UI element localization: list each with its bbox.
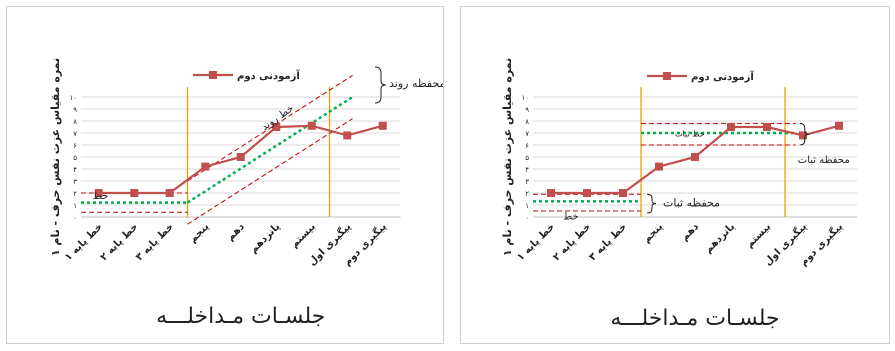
treatment-trend-line	[186, 95, 354, 204]
y-tick-label: ۷	[73, 130, 77, 138]
y-tick-label: ۱۰	[69, 94, 77, 102]
data-point	[727, 123, 735, 131]
data-point	[165, 189, 174, 197]
y-tick-label: ۰	[73, 214, 77, 222]
y-tick-label: ۶	[525, 142, 529, 150]
x-tick-label: پانزدهم	[248, 221, 282, 255]
y-tick-label: ۵	[73, 154, 77, 162]
y-axis-title: نمره مقیاس عزت نفس حرف - نام ۱	[49, 58, 62, 256]
data-point	[691, 153, 699, 161]
y-tick-label: ۸	[73, 118, 77, 126]
annotation-brace-bottom	[646, 193, 657, 214]
legend-label: آزمودنی دوم	[237, 69, 300, 82]
chart-panel-left: ۰ ۱ ۲ ۳ ۴ ۵ ۶ ۷ ۸ ۹ ۱۰ نمره مقیاس عزت نفس حرف - نام…	[6, 6, 444, 344]
x-tick-label: پنجم	[187, 221, 211, 245]
x-tick-label: دهم	[679, 221, 701, 243]
x-tick-label: خط پایه ۱	[515, 221, 557, 263]
chart-panel-right: ۰ ۱ ۲ ۳ ۴ ۵ ۶ ۷ ۸ ۹ ۱۰ نمره مقیاس عزت نفس حرف - نام…	[460, 6, 890, 344]
y-tick-label: ۹	[73, 106, 77, 114]
x-tick-label: دهم	[225, 221, 247, 243]
x-axis-title: جلسـات مـداخلـــه	[610, 306, 779, 331]
legend-swatch-marker	[663, 72, 671, 80]
x-tick-label: خط پایه ۳	[587, 221, 629, 263]
annotation-stability-line: خط ثبات	[675, 130, 705, 139]
annotation-brace-top	[799, 122, 809, 146]
data-point	[799, 131, 807, 140]
annotation-line: خط	[563, 211, 579, 222]
x-tick-label: بیستم	[744, 221, 773, 250]
data-point	[130, 189, 139, 197]
x-tick-label: پانزدهم	[703, 221, 737, 255]
x-tick-label: بیستم	[289, 221, 318, 250]
trend-envelope-lower	[187, 118, 353, 225]
y-tick-label: ۳	[73, 178, 77, 186]
chart-left: ۰ ۱ ۲ ۳ ۴ ۵ ۶ ۷ ۸ ۹ ۱۰ نمره مقیاس عزت نفس حرف - نام…	[49, 58, 443, 329]
data-point	[94, 189, 103, 197]
data-point	[272, 123, 281, 131]
y-axis-title: نمره مقیاس عزت نفس حرف - نام ۱	[501, 58, 514, 256]
x-tick-label: خط پایه ۲	[551, 221, 593, 263]
y-tick-label: ۸	[525, 118, 529, 126]
chart-right: ۰ ۱ ۲ ۳ ۴ ۵ ۶ ۷ ۸ ۹ ۱۰ نمره مقیاس عزت نفس حرف - نام…	[501, 58, 857, 331]
y-tick-label: ۴	[525, 166, 529, 174]
data-point	[619, 189, 627, 197]
x-tick-label: خط پایه ۳	[134, 221, 176, 263]
y-tick-label: ۷	[525, 130, 529, 138]
data-point	[547, 189, 555, 197]
y-tick-label: ۶	[73, 142, 77, 150]
y-tick-label: ۳	[525, 178, 529, 186]
data-point	[835, 121, 843, 130]
y-tick-label: ۹	[525, 106, 529, 114]
annotation-stability-envelope-top: محفظه ثبات	[798, 155, 850, 166]
annotation-line: خط	[93, 191, 109, 202]
data-point	[307, 121, 316, 130]
y-tick-label: ۱	[73, 202, 77, 210]
data-point	[763, 123, 771, 131]
data-point	[378, 121, 387, 130]
data-point	[343, 131, 352, 140]
data-point	[201, 162, 210, 171]
legend-label: آزمودنی دوم	[691, 70, 754, 83]
y-tick-label: ۲	[73, 190, 77, 198]
annotation-trend-envelope: محفظه روند	[389, 77, 443, 90]
legend-swatch-marker	[209, 71, 217, 79]
y-tick-label: ۱	[525, 202, 529, 210]
data-point	[236, 153, 245, 161]
y-tick-label: ۱۰	[521, 94, 529, 102]
annotation-brace	[374, 66, 387, 104]
y-tick-label: ۴	[73, 166, 77, 174]
x-axis-title: جلسـات مـداخلـــه	[156, 304, 325, 329]
annotation-stability-envelope-bottom: محفظه ثبات	[663, 197, 720, 210]
x-tick-label: پنجم	[641, 221, 665, 245]
y-tick-label: ۵	[525, 154, 529, 162]
y-tick-label: ۰	[525, 214, 529, 222]
y-tick-label: ۲	[525, 190, 529, 198]
data-point	[583, 189, 591, 197]
data-point	[655, 162, 663, 171]
